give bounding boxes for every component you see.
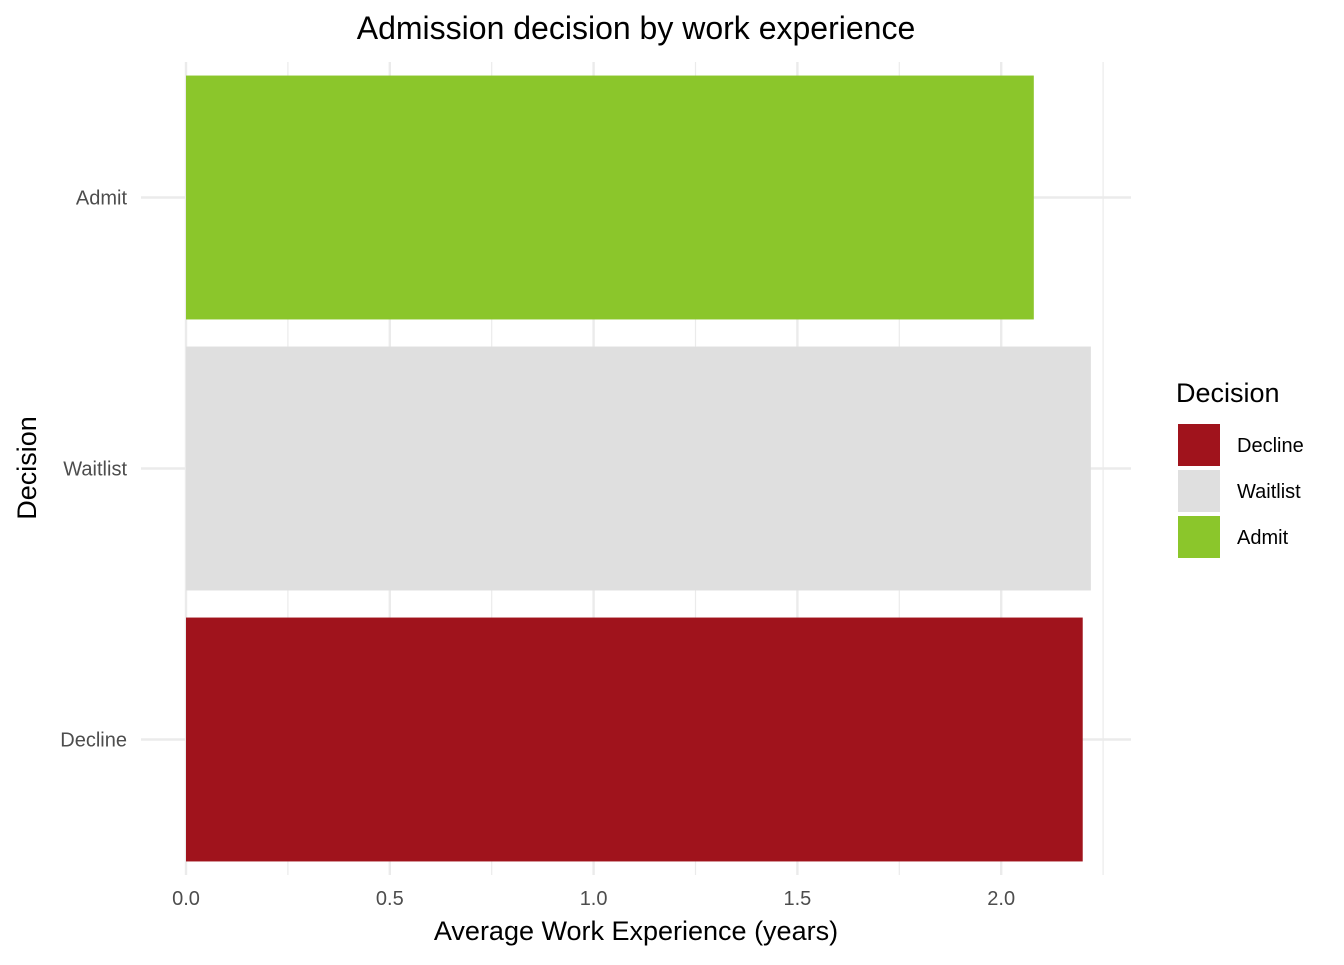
legend-key-waitlist xyxy=(1178,470,1220,512)
x-tick-label: 1.5 xyxy=(783,888,811,910)
y-tick-label: Decline xyxy=(60,730,127,752)
legend: Decision Decline Waitlist Admit xyxy=(1176,378,1304,558)
y-tick-label: Admit xyxy=(76,188,128,210)
legend-title: Decision xyxy=(1176,378,1280,408)
y-axis: Admit Waitlist Decline xyxy=(60,188,127,752)
legend-label: Decline xyxy=(1237,435,1304,457)
x-tick-label: 2.0 xyxy=(987,888,1015,910)
x-tick-label: 1.0 xyxy=(580,888,608,910)
x-axis: 0.0 0.5 1.0 1.5 2.0 xyxy=(172,888,1015,910)
legend-key-admit xyxy=(1178,516,1220,558)
x-axis-title: Average Work Experience (years) xyxy=(434,916,838,946)
bar-decline xyxy=(186,617,1083,862)
legend-label: Waitlist xyxy=(1237,481,1301,503)
legend-label: Admit xyxy=(1237,527,1289,549)
x-tick-label: 0.5 xyxy=(376,888,404,910)
legend-key-decline xyxy=(1178,424,1220,466)
y-axis-title: Decision xyxy=(12,416,42,520)
y-tick-label: Waitlist xyxy=(63,459,127,481)
bar-admit xyxy=(186,75,1034,320)
chart-title: Admission decision by work experience xyxy=(357,10,915,46)
bars xyxy=(186,75,1091,862)
x-tick-label: 0.0 xyxy=(172,888,200,910)
bar-waitlist xyxy=(186,346,1091,591)
